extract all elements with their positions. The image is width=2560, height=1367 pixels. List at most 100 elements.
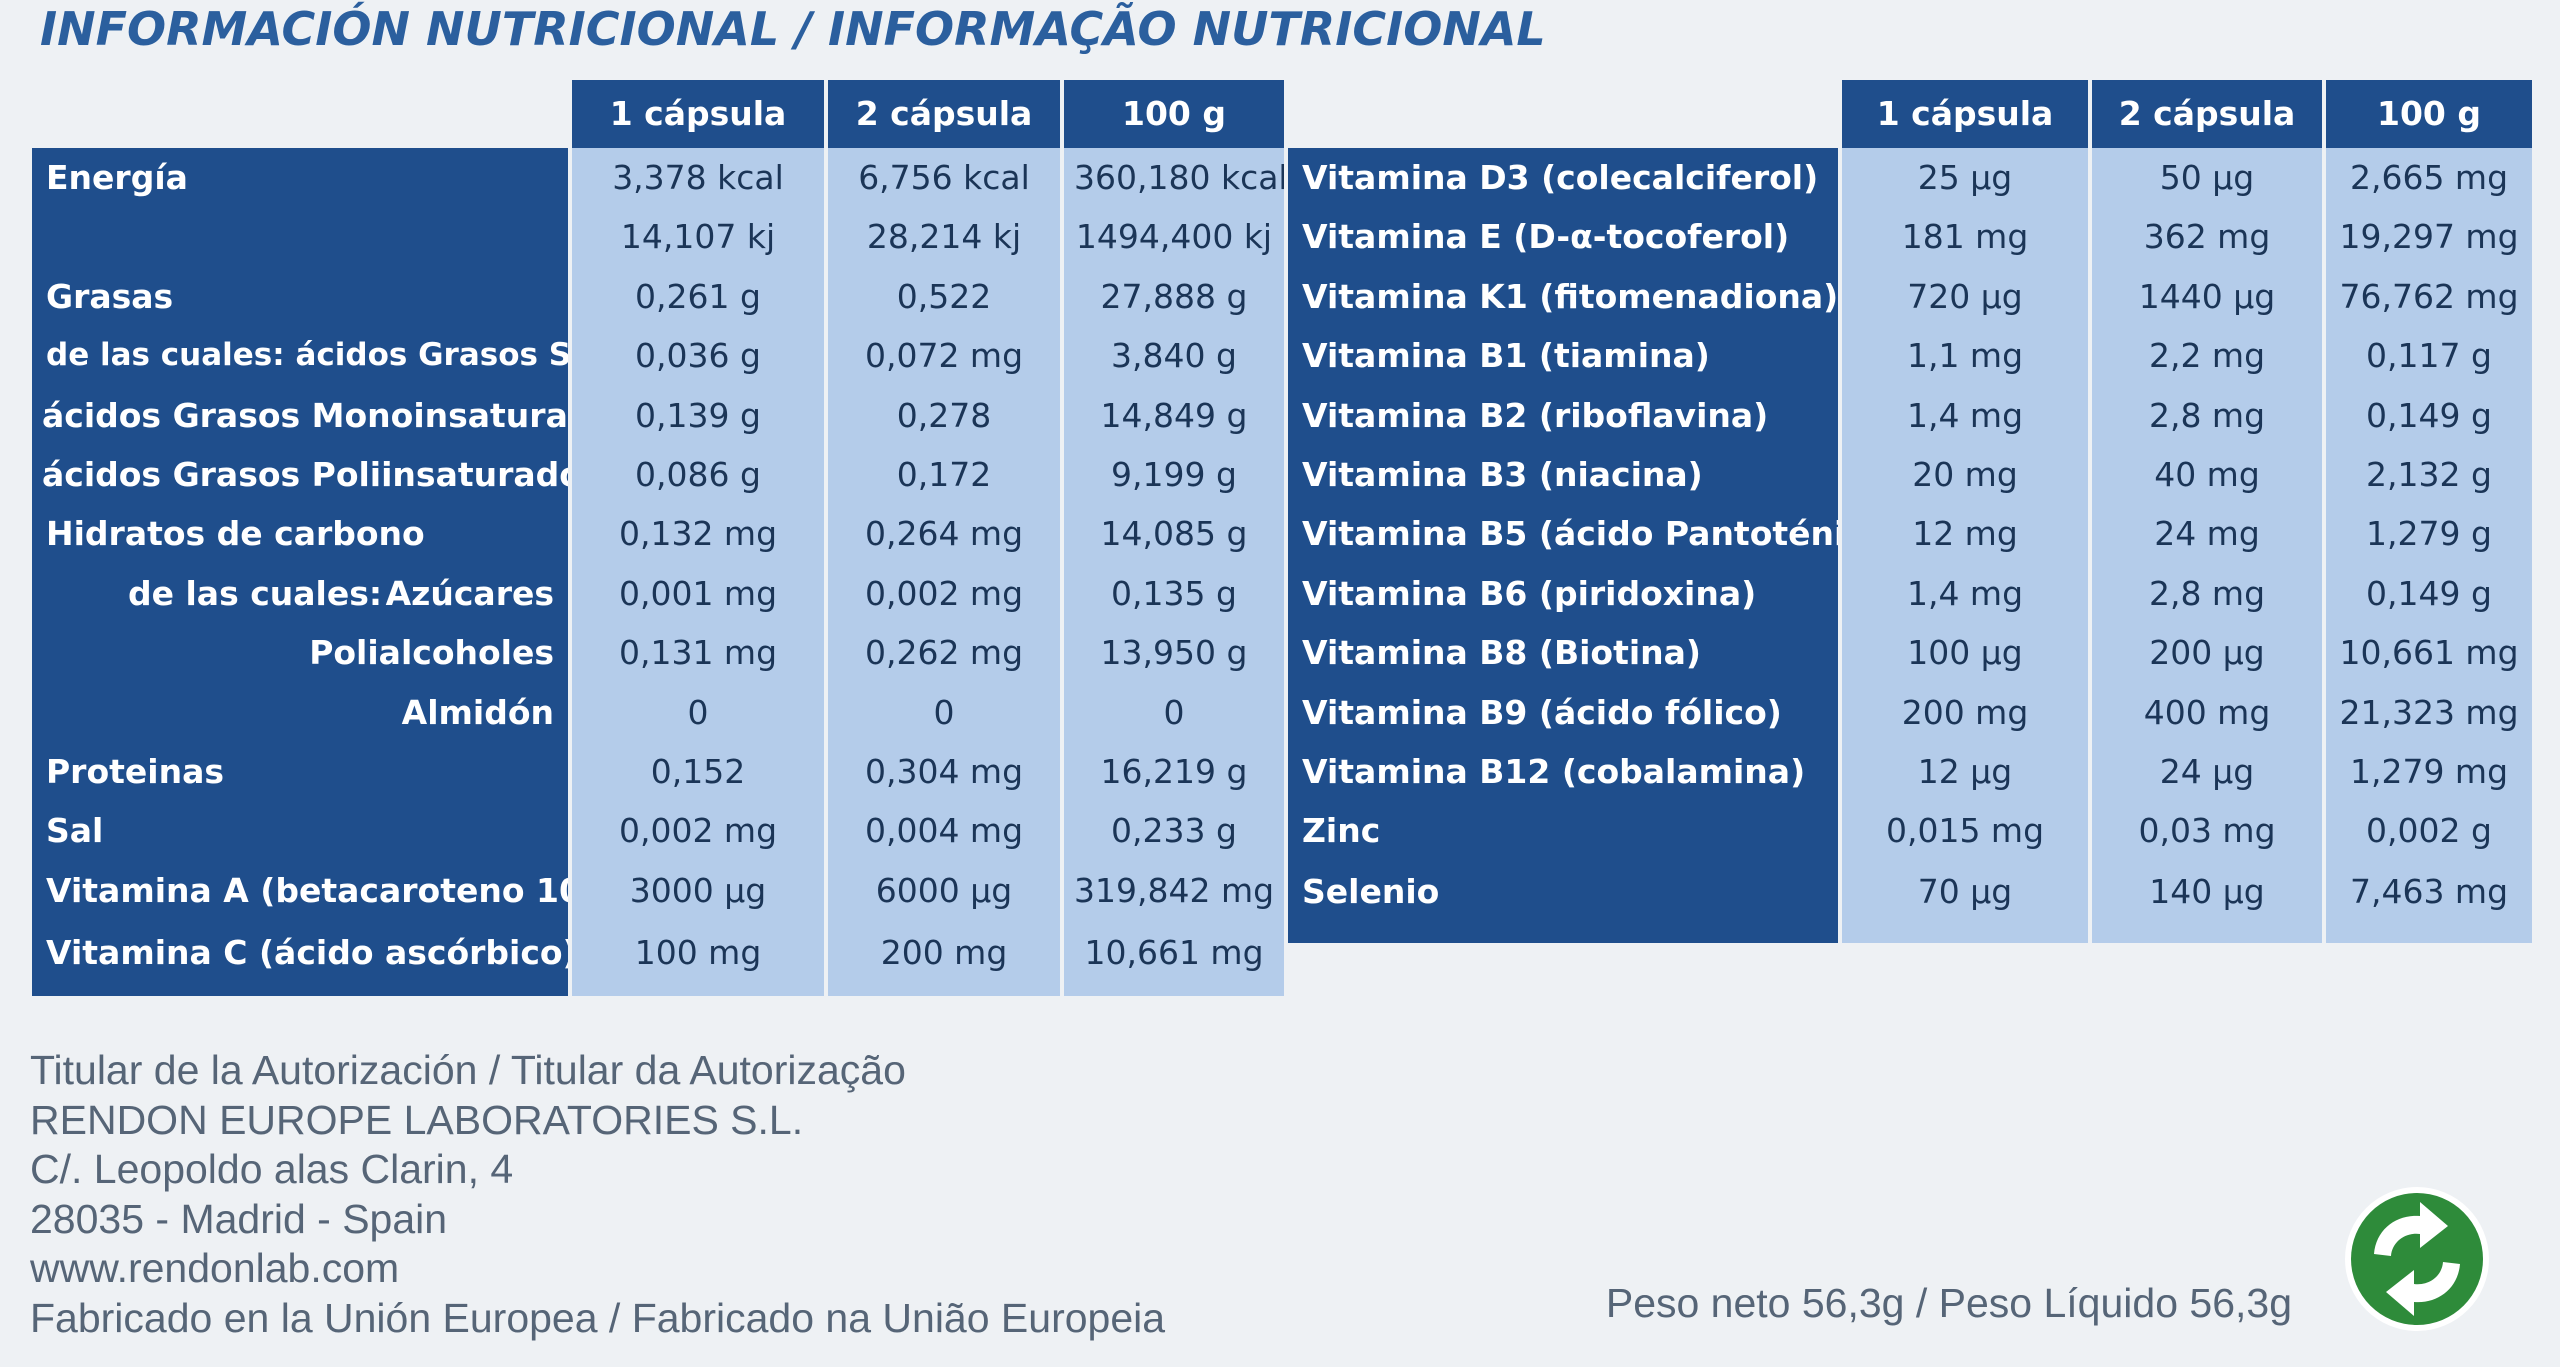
- header-100g: 100 g: [1060, 80, 1284, 148]
- made-in-eu: Fabricado en la Unión Europea / Fabricad…: [30, 1294, 1166, 1341]
- value-2-capsula: 2,8 mg: [2088, 385, 2322, 446]
- table-header-row: 1 cápsula 2 cápsula 100 g: [32, 80, 1284, 148]
- table-row: Selenio 70 µg 140 µg 7,463 mg: [1288, 860, 2532, 943]
- row-label: ácidos Grasos Poliinsaturados: [32, 445, 568, 505]
- value-100g: 16,219 g: [1060, 742, 1284, 802]
- value-2-capsula: 6000 µg: [824, 860, 1060, 921]
- table-row: Energía 3,378 kcal 6,756 kcal 360,180 kc…: [32, 148, 1284, 208]
- row-label-cell: de las cuales: Azúcares: [32, 563, 568, 624]
- row-label: Vitamina D3 (colecalciferol): [1288, 148, 1838, 208]
- value-100g: 9,199 g: [1060, 445, 1284, 505]
- value-100g: 14,085 g: [1060, 504, 1284, 564]
- value-2-capsula: 0: [824, 682, 1060, 743]
- value-2-capsula: 24 µg: [2088, 742, 2322, 802]
- value-100g: 7,463 mg: [2322, 860, 2532, 943]
- value-2-capsula: 0,03 mg: [2088, 801, 2322, 861]
- row-label: Almidón: [32, 682, 568, 743]
- table-row: Vitamina B5 (ácido Pantoténico) 12 mg 24…: [1288, 504, 2532, 564]
- value-2-capsula: 400 mg: [2088, 682, 2322, 743]
- header-2-capsula: 2 cápsula: [824, 80, 1060, 148]
- value-2-capsula: 6,756 kcal: [824, 148, 1060, 208]
- company-name: RENDON EUROPE LABORATORIES S.L.: [30, 1096, 804, 1143]
- value-1-capsula: 0,015 mg: [1838, 801, 2088, 861]
- row-label: Vitamina B2 (riboflavina): [1288, 385, 1838, 446]
- value-1-capsula: 100 mg: [568, 920, 824, 997]
- row-label: Vitamina C (ácido ascórbico): [32, 920, 568, 997]
- table-row: de las cuales: Azúcares 0,001 mg 0,002 m…: [32, 563, 1284, 624]
- nutrition-table-left: 1 cápsula 2 cápsula 100 g Energía 3,378 …: [32, 80, 1284, 997]
- value-100g: 0,117 g: [2322, 326, 2532, 386]
- row-label: de las cuales: ácidos Grasos Saturados: [32, 326, 568, 386]
- value-100g: 0,002 g: [2322, 801, 2532, 861]
- value-2-capsula: 1440 µg: [2088, 266, 2322, 327]
- row-label: Vitamina E (D-α-tocoferol): [1288, 207, 1838, 267]
- value-1-capsula: 0,086 g: [568, 445, 824, 505]
- table-row: Vitamina B1 (tiamina) 1,1 mg 2,2 mg 0,11…: [1288, 326, 2532, 386]
- value-100g: 10,661 mg: [1060, 920, 1284, 997]
- table-row: ácidos Grasos Poliinsaturados 0,086 g 0,…: [32, 445, 1284, 505]
- address-city: 28035 - Madrid - Spain: [30, 1195, 448, 1242]
- header-1-capsula: 1 cápsula: [1838, 80, 2088, 148]
- value-1-capsula: 14,107 kj: [568, 207, 824, 267]
- row-label: Zinc: [1288, 801, 1838, 861]
- table-row: Vitamina B12 (cobalamina) 12 µg 24 µg 1,…: [1288, 742, 2532, 802]
- value-100g: 0: [1060, 682, 1284, 743]
- value-100g: 76,762 mg: [2322, 266, 2532, 327]
- table-row: Sal 0,002 mg 0,004 mg 0,233 g: [32, 801, 1284, 861]
- table-row: Vitamina E (D-α-tocoferol) 181 mg 362 mg…: [1288, 207, 2532, 267]
- value-1-capsula: 100 µg: [1838, 623, 2088, 683]
- page-title: INFORMACIÓN NUTRICIONAL / INFORMAÇÃO NUT…: [40, 2, 1546, 56]
- value-1-capsula: 0,036 g: [568, 326, 824, 386]
- value-2-capsula: 50 µg: [2088, 148, 2322, 208]
- value-1-capsula: 70 µg: [1838, 860, 2088, 943]
- green-dot-recycle-icon: [2342, 1184, 2492, 1334]
- value-2-capsula: 0,072 mg: [824, 326, 1060, 386]
- table-row: Zinc 0,015 mg 0,03 mg 0,002 g: [1288, 801, 2532, 861]
- row-label-prefix: de las cuales:: [128, 573, 383, 613]
- value-2-capsula: 28,214 kj: [824, 207, 1060, 267]
- table-row: Vitamina B8 (Biotina) 100 µg 200 µg 10,6…: [1288, 623, 2532, 683]
- value-2-capsula: 0,522: [824, 266, 1060, 327]
- arrow-top: [2374, 1202, 2448, 1256]
- header-blank-cell: [32, 80, 568, 148]
- value-1-capsula: 25 µg: [1838, 148, 2088, 208]
- manufacturer-info: Titular de la Autorización / Titular da …: [30, 1046, 1165, 1343]
- value-2-capsula: 200 µg: [2088, 623, 2322, 683]
- table-row: Vitamina B2 (riboflavina) 1,4 mg 2,8 mg …: [1288, 385, 2532, 446]
- row-label: Grasas: [32, 266, 568, 327]
- table-row: Vitamina B9 (ácido fólico) 200 mg 400 mg…: [1288, 682, 2532, 743]
- table-row: Grasas 0,261 g 0,522 27,888 g: [32, 266, 1284, 327]
- value-100g: 0,149 g: [2322, 563, 2532, 624]
- value-100g: 14,849 g: [1060, 385, 1284, 446]
- row-label: Vitamina B9 (ácido fólico): [1288, 682, 1838, 743]
- value-2-capsula: 0,004 mg: [824, 801, 1060, 861]
- row-label: Azúcares: [385, 573, 554, 613]
- value-1-capsula: 1,4 mg: [1838, 385, 2088, 446]
- value-2-capsula: 2,2 mg: [2088, 326, 2322, 386]
- row-label: Vitamina B12 (cobalamina): [1288, 742, 1838, 802]
- table-row: Vitamina D3 (colecalciferol) 25 µg 50 µg…: [1288, 148, 2532, 208]
- row-label: Hidratos de carbono: [32, 504, 568, 564]
- table-row: Hidratos de carbono 0,132 mg 0,264 mg 14…: [32, 504, 1284, 564]
- recycle-logo-svg: [2345, 1187, 2489, 1331]
- row-label: Vitamina B8 (Biotina): [1288, 623, 1838, 683]
- value-2-capsula: 0,002 mg: [824, 563, 1060, 624]
- value-100g: 1,279 mg: [2322, 742, 2532, 802]
- value-1-capsula: 12 mg: [1838, 504, 2088, 564]
- row-label: Energía: [32, 148, 568, 208]
- value-2-capsula: 0,264 mg: [824, 504, 1060, 564]
- arrow-bottom: [2386, 1262, 2460, 1316]
- row-label: Vitamina A (betacaroteno 100%): [32, 860, 568, 921]
- value-100g: 13,950 g: [1060, 623, 1284, 683]
- value-2-capsula: 0,278: [824, 385, 1060, 446]
- value-100g: 1,279 g: [2322, 504, 2532, 564]
- value-100g: 319,842 mg: [1060, 860, 1284, 921]
- table-row: Vitamina B6 (piridoxina) 1,4 mg 2,8 mg 0…: [1288, 563, 2532, 624]
- row-label: Selenio: [1288, 860, 1838, 943]
- value-1-capsula: 0,139 g: [568, 385, 824, 446]
- value-100g: 3,840 g: [1060, 326, 1284, 386]
- value-1-capsula: 0,132 mg: [568, 504, 824, 564]
- row-label: ácidos Grasos Monoinsaturados: [32, 385, 568, 446]
- row-label: Polialcoholes: [32, 623, 568, 683]
- value-100g: 0,149 g: [2322, 385, 2532, 446]
